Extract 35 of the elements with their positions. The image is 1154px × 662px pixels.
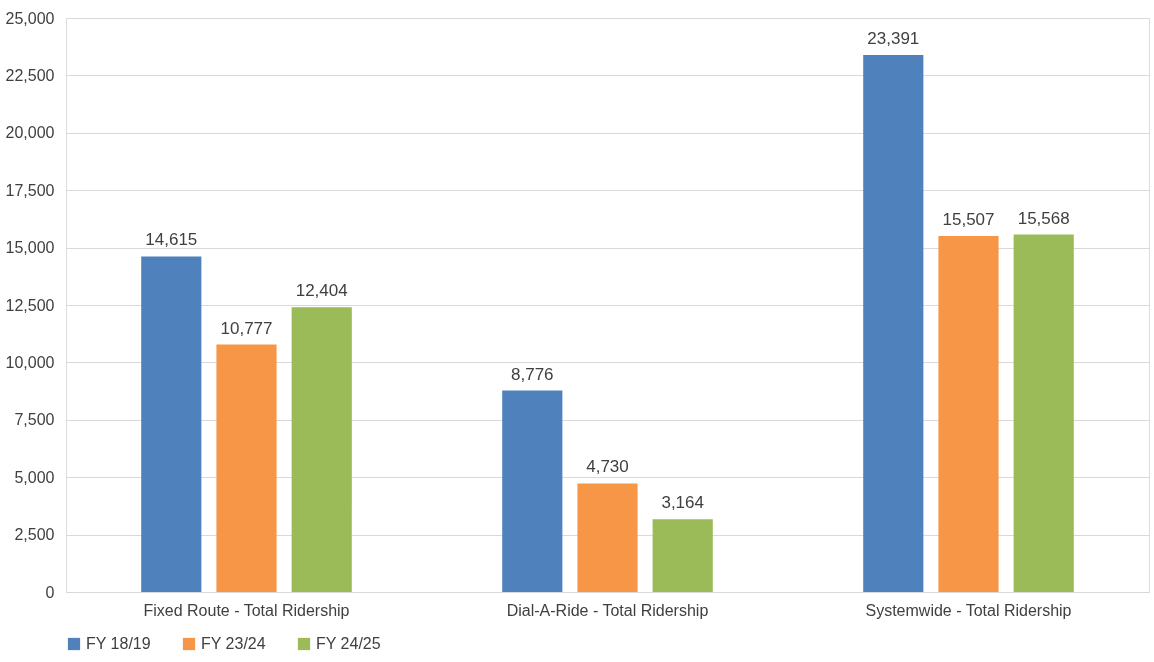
y-tick-label: 17,500 (5, 181, 55, 199)
x-tick-label: Dial-A-Ride - Total Ridership (506, 601, 709, 619)
y-tick-label: 15,000 (5, 239, 55, 257)
bar (652, 519, 713, 592)
bar (216, 344, 277, 592)
legend-label: FY 24/25 (316, 635, 381, 652)
data-label: 15,507 (942, 209, 995, 229)
y-tick-label: 7,500 (14, 411, 55, 429)
bar (141, 256, 202, 592)
x-tick-label: Fixed Route - Total Ridership (143, 601, 350, 619)
bar (577, 483, 638, 592)
data-label: 10,777 (220, 318, 273, 338)
data-label: 14,615 (145, 230, 198, 250)
bar (863, 54, 924, 592)
data-label: 23,391 (867, 28, 920, 48)
y-tick-label: 10,000 (5, 353, 55, 371)
legend-label: FY 18/19 (86, 635, 151, 652)
data-label: 8,776 (511, 364, 554, 384)
bar (291, 307, 352, 592)
y-tick-label: 20,000 (5, 124, 55, 142)
bar (938, 235, 999, 592)
bar (502, 390, 563, 592)
bar (1013, 234, 1074, 592)
y-tick-label: 5,000 (14, 468, 55, 486)
y-tick-label: 0 (45, 583, 55, 601)
y-tick-label: 25,000 (5, 9, 55, 27)
y-tick-label: 22,500 (5, 66, 55, 84)
data-label: 4,730 (586, 457, 629, 477)
y-tick-label: 12,500 (5, 296, 55, 314)
legend-label: FY 23/24 (201, 635, 266, 652)
y-tick-label: 2,500 (14, 526, 55, 544)
x-tick-label: Systemwide - Total Ridership (865, 601, 1072, 619)
data-label: 15,568 (1017, 208, 1070, 228)
data-label: 3,164 (661, 493, 704, 513)
data-label: 12,404 (295, 281, 348, 301)
